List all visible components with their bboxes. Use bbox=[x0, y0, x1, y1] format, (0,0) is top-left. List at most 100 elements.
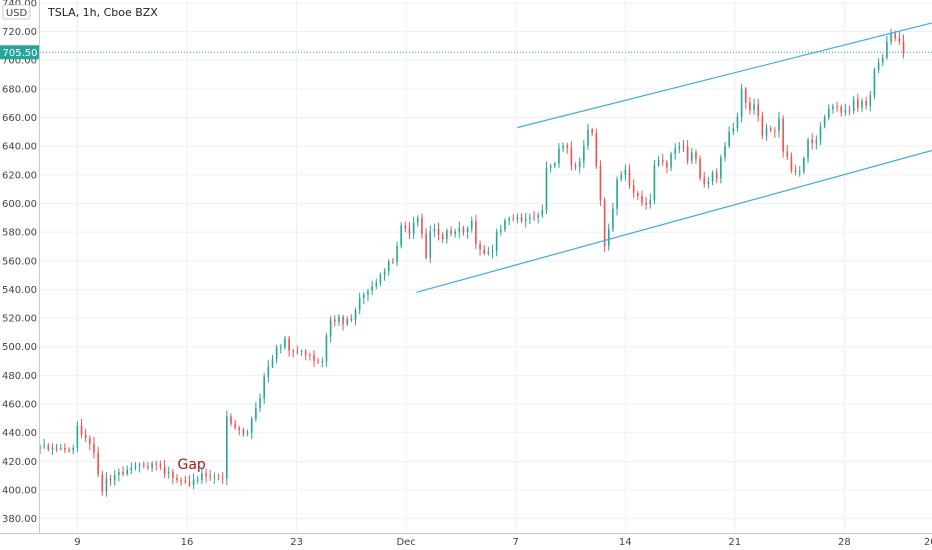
candle-body bbox=[690, 152, 693, 161]
candle-body bbox=[869, 95, 872, 106]
candle-body bbox=[624, 169, 627, 175]
candle-body bbox=[288, 338, 290, 351]
candle-body bbox=[408, 228, 411, 234]
candle-body bbox=[873, 70, 876, 96]
x-tick-label: Dec bbox=[396, 537, 415, 548]
candle-body bbox=[541, 210, 544, 216]
candle-body bbox=[155, 463, 158, 465]
candle-body bbox=[649, 200, 652, 205]
price-badge[interactable]: 705.50 bbox=[0, 45, 39, 60]
candle-body bbox=[80, 425, 83, 435]
candle-body bbox=[620, 174, 623, 180]
x-tick-label: 28 bbox=[838, 537, 851, 548]
candle-body bbox=[163, 466, 166, 474]
candle-body bbox=[255, 407, 257, 419]
candle-body bbox=[196, 479, 199, 481]
y-tick-label: 480.00 bbox=[2, 371, 37, 382]
candle-body bbox=[333, 319, 336, 322]
candle-body bbox=[358, 297, 361, 310]
candle-body bbox=[113, 474, 116, 481]
candle-body bbox=[425, 233, 427, 258]
x-tick-label: 14 bbox=[619, 537, 632, 548]
candle-body bbox=[404, 225, 407, 229]
y-tick-label: 580.00 bbox=[2, 228, 37, 239]
candle-body bbox=[711, 172, 714, 182]
candle-body bbox=[317, 360, 319, 362]
candle-body bbox=[616, 179, 618, 209]
candle-body bbox=[396, 245, 398, 262]
candle-body bbox=[491, 251, 494, 253]
candle-body bbox=[819, 126, 822, 141]
candle-body bbox=[798, 171, 801, 173]
y-tick-label: 660.00 bbox=[2, 113, 37, 124]
candle-body bbox=[890, 33, 892, 42]
candle-body bbox=[645, 203, 647, 205]
candle-body bbox=[599, 166, 602, 201]
channel-lines[interactable] bbox=[416, 22, 932, 293]
channel-line bbox=[416, 149, 932, 293]
candle-body bbox=[84, 434, 87, 439]
candle-body bbox=[147, 466, 149, 468]
y-tick-label: 600.00 bbox=[2, 199, 37, 210]
candle-body bbox=[167, 471, 170, 474]
candle-body bbox=[43, 445, 45, 447]
candle-body bbox=[226, 416, 228, 479]
candle-body bbox=[89, 438, 91, 444]
candle-body bbox=[707, 181, 710, 184]
candle-body bbox=[512, 218, 515, 220]
candle-body bbox=[134, 466, 137, 468]
candle-body bbox=[703, 177, 706, 184]
price-axis[interactable]: 380.00 400.00 420.00 440.00 460.00 480.00 500.… bbox=[2, 0, 37, 525]
x-tick-label: 21 bbox=[728, 537, 741, 548]
candle-body bbox=[105, 478, 108, 492]
candle-body bbox=[483, 249, 486, 254]
candle-body bbox=[159, 464, 162, 467]
x-tick-label: 7 bbox=[513, 537, 519, 548]
candle-body bbox=[537, 215, 539, 218]
candle-body bbox=[55, 447, 58, 449]
y-tick-label: 560.00 bbox=[2, 256, 37, 267]
candle-body bbox=[740, 88, 743, 117]
candle-body bbox=[857, 99, 859, 108]
candle-body bbox=[570, 147, 573, 166]
candle-body bbox=[304, 351, 307, 355]
candle-body bbox=[93, 443, 95, 453]
candle-body bbox=[300, 351, 303, 353]
candle-body bbox=[188, 481, 191, 486]
candle-body bbox=[130, 467, 133, 470]
y-tick-label: 680.00 bbox=[2, 84, 37, 95]
candle-body bbox=[329, 319, 332, 337]
candle-body bbox=[832, 106, 834, 110]
candle-body bbox=[508, 218, 510, 221]
candle-body bbox=[421, 217, 423, 234]
candle-body bbox=[437, 228, 440, 235]
candle-body bbox=[454, 231, 456, 234]
candle-body bbox=[296, 351, 299, 353]
candle-body bbox=[363, 294, 365, 298]
candle-body bbox=[271, 359, 274, 367]
candle-body bbox=[400, 225, 402, 246]
candle-body bbox=[500, 229, 502, 232]
candle-body bbox=[774, 130, 776, 132]
candle-body bbox=[720, 157, 722, 179]
candle-body bbox=[242, 429, 245, 434]
candle-body bbox=[823, 117, 826, 127]
time-axis[interactable]: 9 16 23 Dec 7 14 21 28 2021 bbox=[74, 537, 932, 548]
candle-body bbox=[230, 416, 232, 424]
x-tick-label: 9 bbox=[74, 537, 80, 548]
candle-body bbox=[553, 163, 556, 166]
candle-body bbox=[587, 129, 589, 146]
candle-body bbox=[894, 33, 897, 39]
candle-body bbox=[59, 448, 62, 450]
candle-body bbox=[309, 354, 311, 356]
candle-body bbox=[591, 129, 593, 134]
candle-body bbox=[815, 140, 818, 144]
candle-body bbox=[325, 336, 328, 361]
candle-body bbox=[803, 158, 805, 172]
candle-body bbox=[97, 452, 99, 475]
candle-body bbox=[848, 110, 851, 112]
candle-body bbox=[529, 217, 531, 220]
gap-annotation: Gap bbox=[177, 457, 205, 473]
candle-body bbox=[371, 286, 373, 291]
